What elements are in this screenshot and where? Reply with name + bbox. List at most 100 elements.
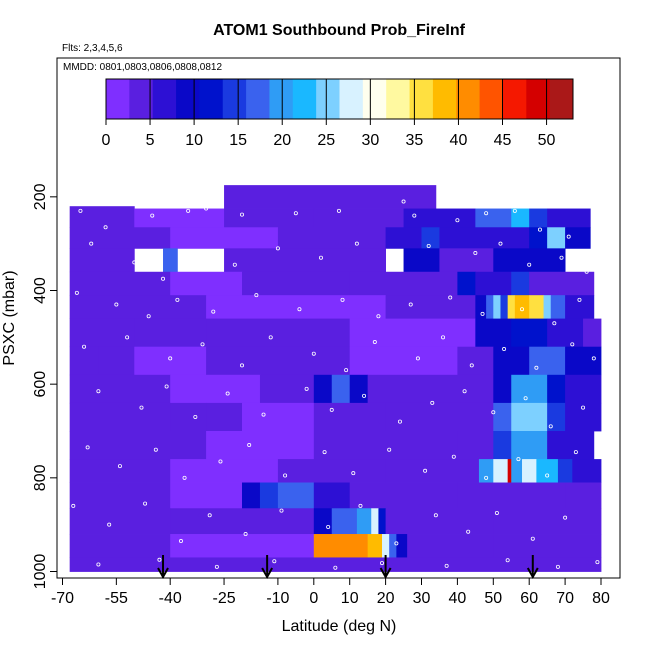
colorbar-tick-label: 45: [494, 132, 512, 149]
heatmap-cell: [543, 295, 552, 319]
heatmap-cell: [511, 208, 530, 228]
sample-point: [537, 227, 542, 232]
heatmap-cell: [378, 508, 386, 535]
sample-point: [96, 389, 101, 394]
sample-point: [462, 389, 467, 394]
heatmap-layer: [69, 185, 602, 572]
sample-point: [164, 384, 169, 389]
heatmap-cell: [69, 402, 171, 432]
sample-point: [415, 356, 420, 361]
heatmap-cell: [349, 346, 458, 376]
heatmap-cell: [557, 459, 573, 483]
heatmap-cell: [475, 318, 512, 348]
sample-point: [394, 541, 399, 546]
sample-point: [505, 558, 510, 563]
heatmap-cell: [356, 508, 372, 535]
sample-point: [376, 314, 381, 319]
sample-point: [178, 539, 183, 544]
heatmap-cell: [493, 295, 501, 319]
heatmap-cell: [349, 271, 458, 296]
sample-point: [153, 447, 158, 452]
sample-point: [441, 335, 446, 340]
x-tick-label: -25: [212, 590, 235, 607]
colorbar-tick-label: 30: [361, 132, 379, 149]
heatmap-cell: [565, 295, 595, 319]
colorbar-tick-label: 5: [146, 132, 155, 149]
colorbar-swatch: [222, 79, 247, 119]
sample-point: [333, 565, 338, 570]
sample-point: [132, 260, 137, 265]
heatmap-cell: [242, 482, 261, 509]
sample-point: [451, 454, 456, 459]
heatmap-cell: [98, 346, 135, 376]
heatmap-cell: [403, 208, 476, 228]
sample-point: [218, 459, 223, 464]
heatmap-cell: [547, 402, 566, 432]
sample-point: [82, 344, 87, 349]
x-axis-label: Latitude (deg N): [282, 618, 397, 635]
sample-point: [311, 351, 316, 356]
sample-point: [595, 560, 600, 565]
heatmap-cell: [547, 431, 595, 460]
heatmap-cell: [507, 459, 512, 483]
sample-point: [473, 251, 478, 256]
colorbar-tick-label: 25: [317, 132, 335, 149]
heatmap-cell: [572, 459, 602, 483]
heatmap-cell: [313, 374, 333, 404]
sample-point: [74, 290, 79, 295]
sample-point: [103, 225, 108, 230]
sample-point: [318, 255, 323, 260]
heatmap-cell: [439, 248, 494, 273]
heatmap-cell: [478, 459, 494, 483]
latitude-arrow: [157, 555, 169, 580]
sample-point: [189, 255, 194, 260]
sample-point: [161, 276, 166, 281]
sample-point: [193, 414, 198, 419]
x-tick-label: -70: [51, 590, 74, 607]
heatmap-cell: [259, 374, 315, 404]
heatmap-cell: [547, 208, 591, 228]
heatmap-cell: [511, 459, 523, 483]
sample-point: [412, 213, 417, 218]
heatmap-cell: [277, 482, 315, 509]
sample-point: [444, 563, 449, 568]
heatmap-cell: [170, 534, 315, 558]
dates-subtitle: MMDD: 0801,0803,0806,0808,0812: [63, 62, 222, 73]
sample-point: [512, 208, 517, 213]
heatmap-cell: [493, 508, 602, 535]
colorbar-tick-label: 0: [102, 132, 111, 149]
y-tick-label: 1000: [32, 554, 49, 590]
heatmap-cell: [170, 402, 207, 432]
sample-point: [502, 347, 507, 352]
sample-point: [484, 211, 489, 216]
sample-point: [573, 450, 578, 455]
y-tick-label: 200: [32, 183, 49, 210]
sample-point: [523, 396, 528, 401]
heatmap-cell: [69, 206, 135, 228]
heatmap-cell: [242, 271, 351, 296]
heatmap-cell: [475, 295, 487, 319]
heatmap-cell: [396, 534, 408, 558]
heatmap-cell: [529, 271, 595, 296]
sample-point: [293, 211, 298, 216]
colorbar-swatch: [409, 79, 434, 119]
colorbar-swatch: [269, 79, 294, 119]
sample-point: [358, 503, 363, 508]
sample-point: [466, 529, 471, 534]
colorbar-swatch: [479, 79, 504, 119]
heatmap-cell: [583, 318, 602, 348]
heatmap-cell: [457, 431, 494, 460]
colorbar-tick-label: 10: [185, 132, 203, 149]
heatmap-cell: [511, 431, 548, 460]
heatmap-cell: [69, 346, 99, 376]
sample-point: [372, 340, 377, 345]
sample-point: [182, 475, 187, 480]
sample-point: [591, 356, 596, 361]
sample-point: [275, 246, 280, 251]
heatmap-cell: [367, 534, 383, 558]
sample-point: [207, 513, 212, 518]
heatmap-cell: [565, 374, 602, 404]
heatmap-cell: [349, 318, 476, 348]
colorbar: 0 5 10 15 20 25 30 35 40 45 50: [102, 78, 574, 149]
